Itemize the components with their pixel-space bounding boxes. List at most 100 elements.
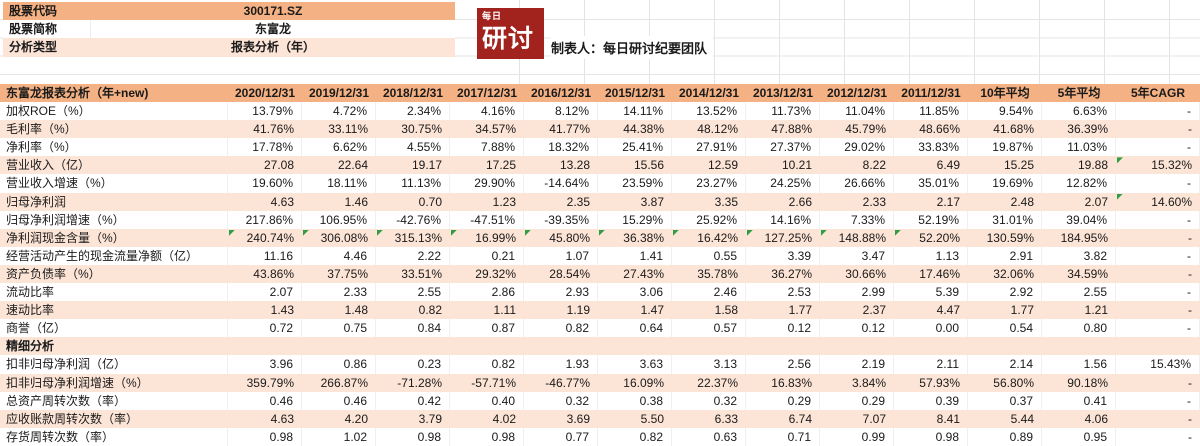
- value-cell[interactable]: 35.78%: [672, 264, 746, 284]
- value-cell[interactable]: 41.68%: [968, 120, 1042, 139]
- value-cell[interactable]: 2.37: [820, 301, 894, 320]
- value-cell[interactable]: 0.23: [376, 355, 450, 374]
- value-cell[interactable]: 23.27%: [672, 174, 746, 193]
- value-cell[interactable]: 2.46: [672, 283, 746, 302]
- value-cell[interactable]: 0.82: [376, 301, 450, 320]
- value-cell[interactable]: 2.07: [228, 283, 302, 302]
- value-cell[interactable]: [376, 337, 450, 356]
- value-cell[interactable]: 7.88%: [450, 138, 524, 157]
- column-header-cell[interactable]: 2014/12/31: [672, 84, 746, 103]
- row-label-cell[interactable]: 加权ROE（%）: [0, 102, 228, 121]
- value-cell[interactable]: 2.33: [820, 192, 894, 211]
- value-cell[interactable]: 217.86%: [228, 210, 302, 229]
- value-cell[interactable]: 2.99: [820, 283, 894, 302]
- value-cell[interactable]: 16.09%: [598, 373, 672, 392]
- value-cell[interactable]: 148.88%: [820, 228, 894, 247]
- value-cell[interactable]: 16.99%: [450, 228, 524, 247]
- value-cell[interactable]: -: [1116, 283, 1200, 302]
- value-cell[interactable]: 7.33%: [820, 210, 894, 229]
- column-header-cell[interactable]: 2013/12/31: [746, 84, 820, 103]
- value-cell[interactable]: [598, 337, 672, 356]
- value-cell[interactable]: 1.47: [598, 301, 672, 320]
- value-cell[interactable]: 0.75: [302, 319, 376, 338]
- value-cell[interactable]: 3.35: [672, 192, 746, 211]
- value-cell[interactable]: 0.98: [894, 427, 968, 446]
- value-cell[interactable]: 13.28: [524, 156, 598, 175]
- value-cell[interactable]: 48.12%: [672, 120, 746, 139]
- row-label-cell[interactable]: 总资产周转次数（率）: [0, 391, 228, 410]
- value-cell[interactable]: 15.32%: [1116, 156, 1200, 175]
- value-cell[interactable]: [894, 337, 968, 356]
- row-label-cell[interactable]: 净利润现金含量（%）: [0, 228, 228, 247]
- value-cell[interactable]: 2.34%: [376, 102, 450, 121]
- value-cell[interactable]: 3.96: [228, 355, 302, 374]
- value-cell[interactable]: -: [1116, 391, 1200, 410]
- value-cell[interactable]: 0.84: [376, 319, 450, 338]
- row-label-cell[interactable]: 流动比率: [0, 283, 228, 302]
- value-cell[interactable]: 29.90%: [450, 174, 524, 193]
- value-cell[interactable]: 0.32: [524, 391, 598, 410]
- value-cell[interactable]: 1.46: [302, 192, 376, 211]
- value-cell[interactable]: 57.93%: [894, 373, 968, 392]
- column-header-cell[interactable]: 2020/12/31: [228, 84, 302, 103]
- value-cell[interactable]: 17.46%: [894, 264, 968, 284]
- row-label-cell[interactable]: 归母净利润: [0, 192, 228, 211]
- value-cell[interactable]: 2.53: [746, 283, 820, 302]
- value-cell[interactable]: 2.35: [524, 192, 598, 211]
- value-cell[interactable]: 8.41: [894, 409, 968, 428]
- value-cell[interactable]: 19.60%: [228, 174, 302, 193]
- value-cell[interactable]: 45.79%: [820, 120, 894, 139]
- value-cell[interactable]: 13.79%: [228, 102, 302, 121]
- info-value-cell[interactable]: 300171.SZ: [243, 4, 303, 18]
- value-cell[interactable]: 1.43: [228, 301, 302, 320]
- value-cell[interactable]: 29.02%: [820, 138, 894, 157]
- value-cell[interactable]: 19.88: [1042, 156, 1116, 175]
- value-cell[interactable]: 0.32: [672, 391, 746, 410]
- value-cell[interactable]: 2.33: [302, 283, 376, 302]
- value-cell[interactable]: 4.16%: [450, 102, 524, 121]
- column-header-cell[interactable]: 2011/12/31: [894, 84, 968, 103]
- value-cell[interactable]: 0.42: [376, 391, 450, 410]
- value-cell[interactable]: 2.11: [894, 355, 968, 374]
- value-cell[interactable]: 0.95: [1042, 427, 1116, 446]
- column-header-cell[interactable]: 2018/12/31: [376, 84, 450, 103]
- value-cell[interactable]: 1.23: [450, 192, 524, 211]
- value-cell[interactable]: -71.28%: [376, 373, 450, 392]
- value-cell[interactable]: 22.64: [302, 156, 376, 175]
- value-cell[interactable]: 2.55: [1042, 283, 1116, 302]
- value-cell[interactable]: 2.91: [968, 246, 1042, 265]
- value-cell[interactable]: 0.63: [672, 427, 746, 446]
- value-cell[interactable]: -: [1116, 102, 1200, 121]
- value-cell[interactable]: 90.18%: [1042, 373, 1116, 392]
- value-cell[interactable]: 4.63: [228, 192, 302, 211]
- value-cell[interactable]: 1.77: [746, 301, 820, 320]
- value-cell[interactable]: 12.59: [672, 156, 746, 175]
- value-cell[interactable]: 0.57: [672, 319, 746, 338]
- value-cell[interactable]: -57.71%: [450, 373, 524, 392]
- value-cell[interactable]: 0.12: [820, 319, 894, 338]
- value-cell[interactable]: 29.32%: [450, 264, 524, 284]
- value-cell[interactable]: 1.77: [968, 301, 1042, 320]
- column-header-cell[interactable]: 5年CAGR: [1116, 84, 1200, 103]
- value-cell[interactable]: 14.60%: [1116, 192, 1200, 211]
- value-cell[interactable]: 33.83%: [894, 138, 968, 157]
- value-cell[interactable]: 1.02: [302, 427, 376, 446]
- value-cell[interactable]: 34.57%: [450, 120, 524, 139]
- value-cell[interactable]: 0.99: [820, 427, 894, 446]
- value-cell[interactable]: 0.82: [450, 355, 524, 374]
- value-cell[interactable]: 27.91%: [672, 138, 746, 157]
- value-cell[interactable]: 2.07: [1042, 192, 1116, 211]
- column-header-cell[interactable]: 2017/12/31: [450, 84, 524, 103]
- value-cell[interactable]: [1116, 337, 1200, 356]
- value-cell[interactable]: 48.66%: [894, 120, 968, 139]
- value-cell[interactable]: 2.86: [450, 283, 524, 302]
- value-cell[interactable]: 3.63: [598, 355, 672, 374]
- value-cell[interactable]: 4.06: [1042, 409, 1116, 428]
- value-cell[interactable]: 0.46: [302, 391, 376, 410]
- value-cell[interactable]: -14.64%: [524, 174, 598, 193]
- value-cell[interactable]: 3.06: [598, 283, 672, 302]
- value-cell[interactable]: 41.76%: [228, 120, 302, 139]
- value-cell[interactable]: 2.66: [746, 192, 820, 211]
- value-cell[interactable]: 1.56: [1042, 355, 1116, 374]
- value-cell[interactable]: 6.74: [746, 409, 820, 428]
